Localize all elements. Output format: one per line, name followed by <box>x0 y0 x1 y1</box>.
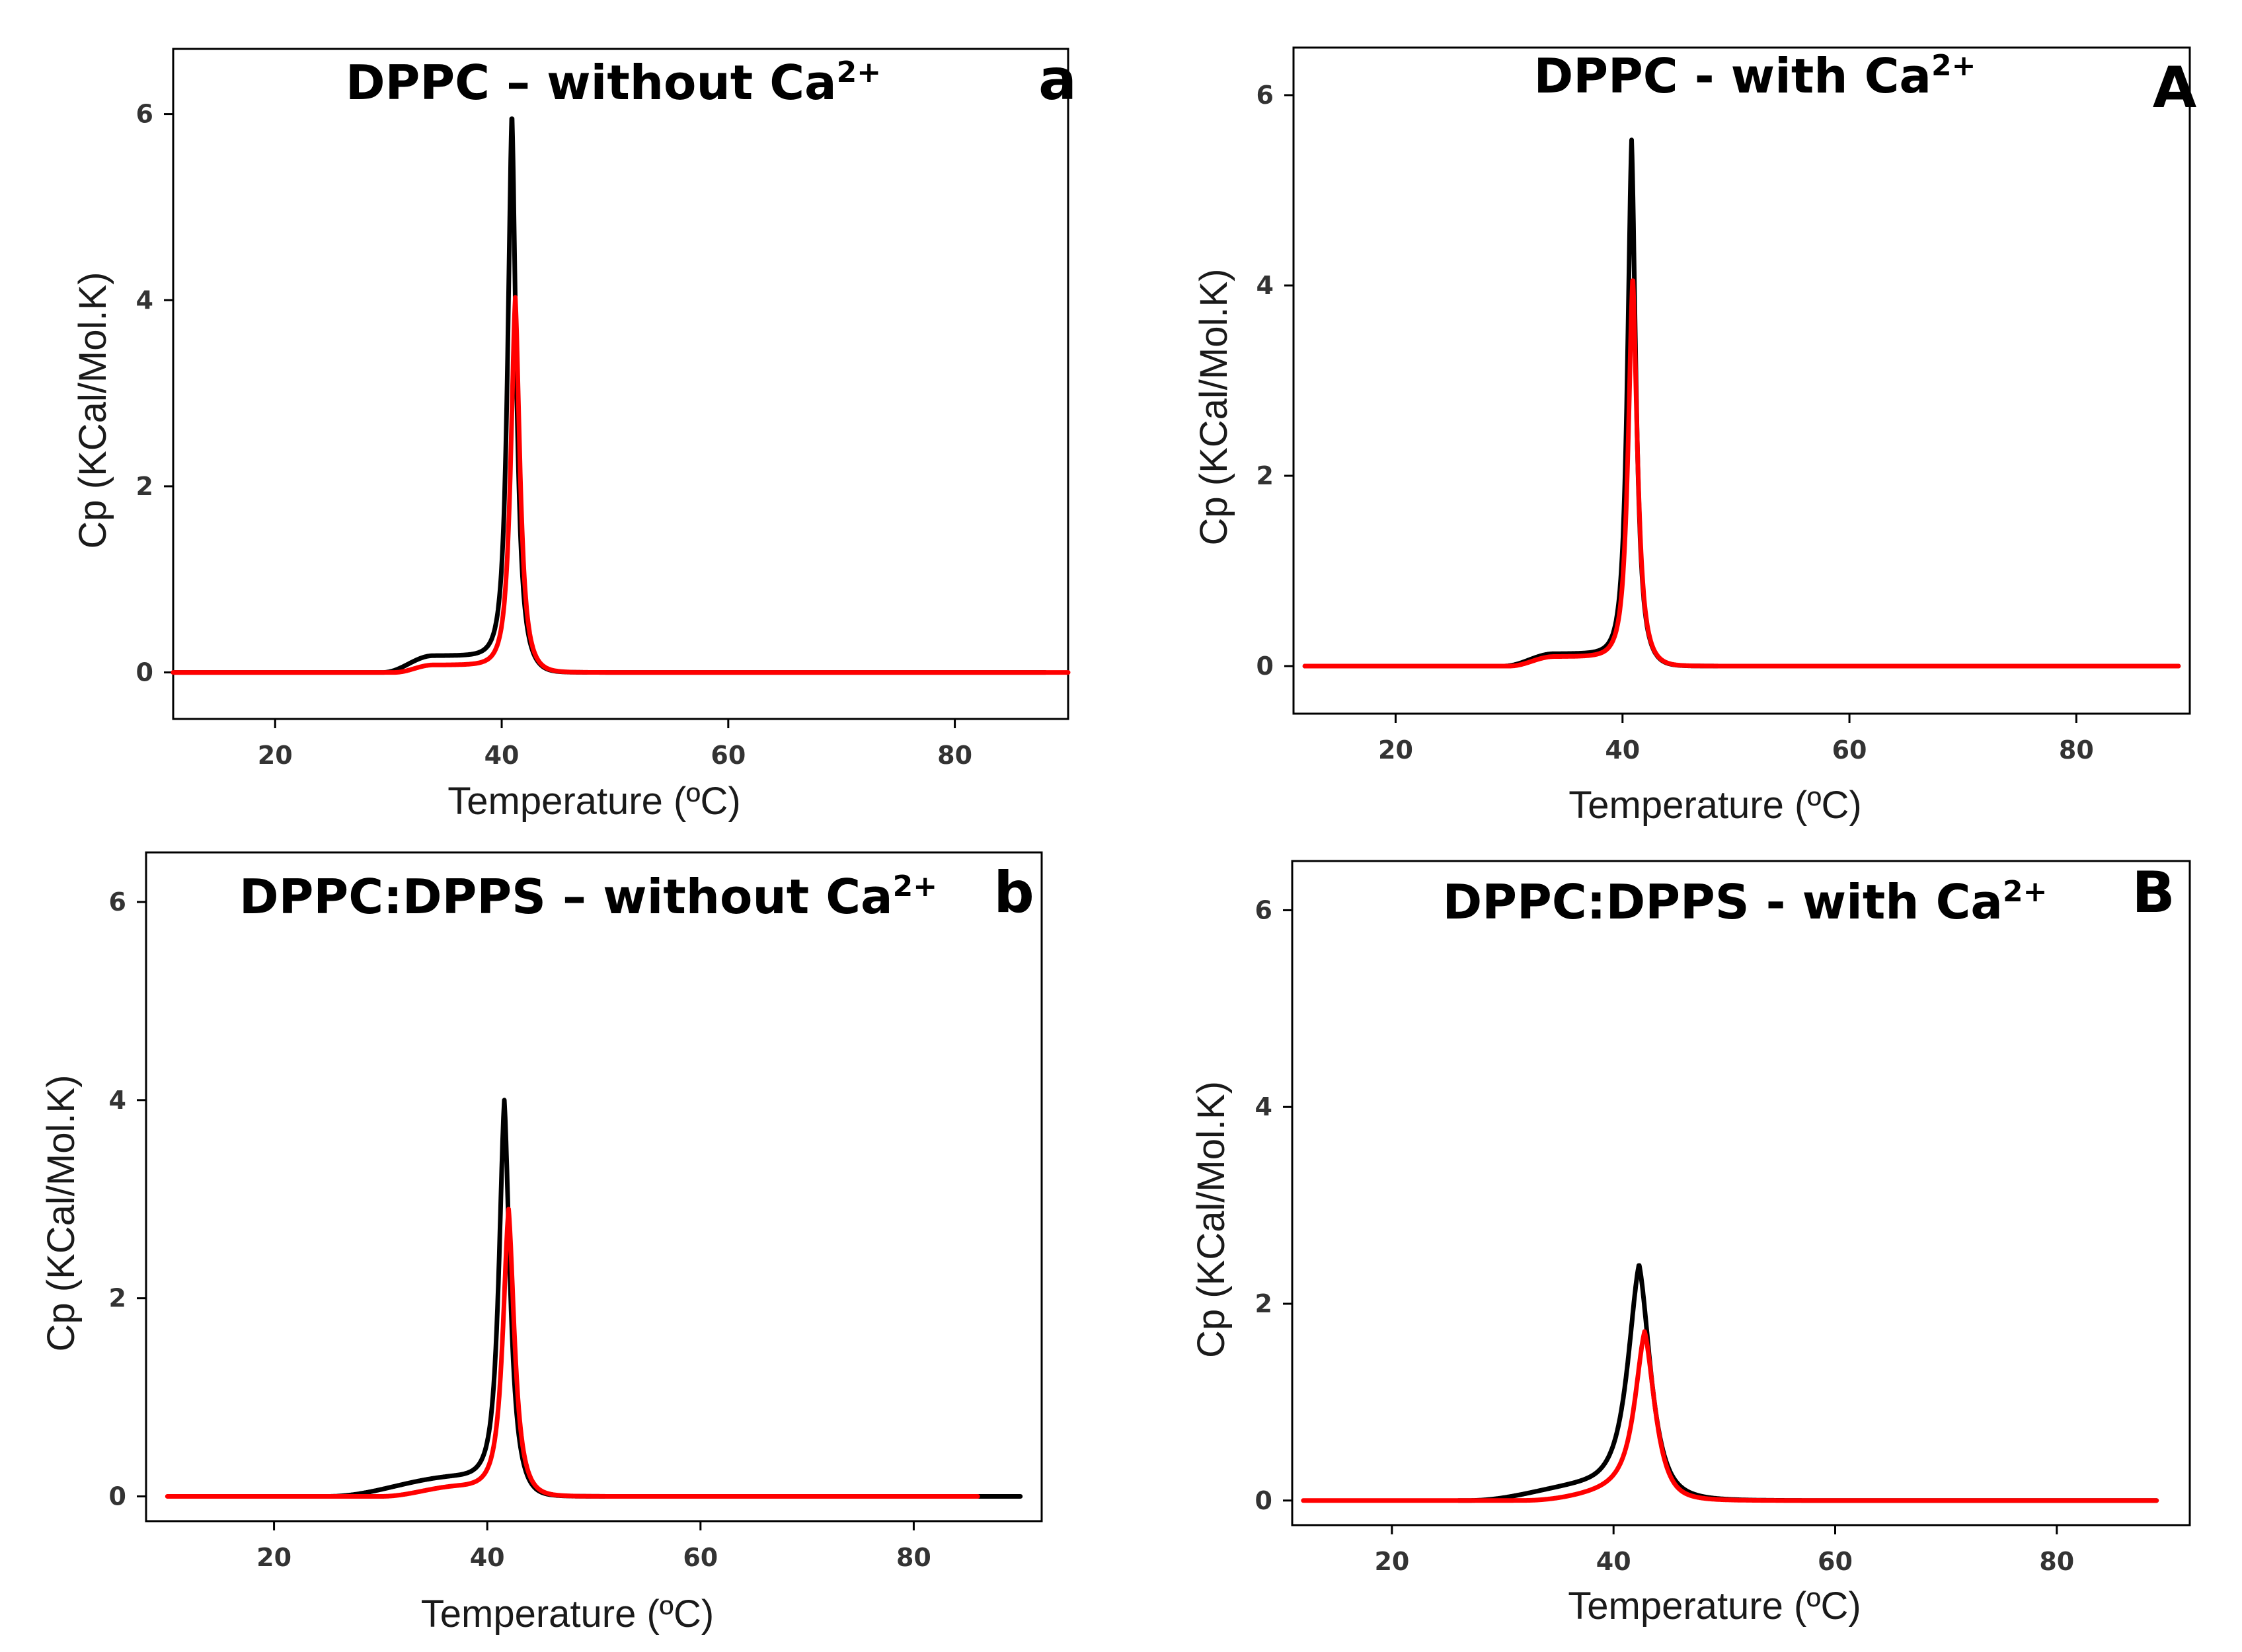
y-tick-label: 0 <box>1255 1486 1272 1515</box>
x-tick-label: 60 <box>1832 735 1867 765</box>
chart-title-superscript: 2+ <box>893 870 937 903</box>
panel-letter: a <box>1038 47 1077 113</box>
chart-title-main: DPPC:DPPS - with Ca <box>1443 874 2003 930</box>
panel-letter: b <box>993 860 1034 926</box>
x-tick-label: 80 <box>2039 1547 2074 1576</box>
y-tick-label: 0 <box>136 658 153 687</box>
x-tick-label: 40 <box>1596 1547 1631 1576</box>
chart-title-superscript: 2+ <box>837 56 881 89</box>
chart-panel-a: 20 40 60 80 0 2 4 6 Temperature (ºC) Cp (KCal/Mol… <box>71 47 1077 823</box>
y-tick-label: 0 <box>1256 652 1274 681</box>
chart-title-main: DPPC – without Ca <box>346 55 837 110</box>
series-line-red <box>165 1207 980 1499</box>
chart-panel-b: 20 40 60 80 0 2 4 6 Temperature (ºC) Cp (KCal/Mol… <box>40 851 1043 1635</box>
plot-frame <box>145 851 1043 1522</box>
chart-title: DPPC:DPPS - with Ca2+ <box>1443 874 2048 930</box>
plot-frame <box>1292 46 2191 715</box>
y-tick-label: 2 <box>1256 461 1274 490</box>
y-tick-label: 4 <box>1255 1092 1272 1121</box>
chart-panel-B: 20 40 60 80 0 2 4 6 Temperature (ºC) Cp (KCal/Mol… <box>1190 860 2191 1628</box>
y-tick-label: 4 <box>109 1086 126 1115</box>
y-tick-label: 6 <box>109 887 126 917</box>
series-line-black <box>1456 1263 2159 1503</box>
plot-frame <box>1291 860 2191 1526</box>
x-tick-label: 60 <box>711 741 746 770</box>
y-axis-label: Cp (KCal/Mol.K) <box>40 1075 83 1352</box>
x-axis-label: Temperature (ºC) <box>447 780 740 823</box>
x-tick-label: 20 <box>258 741 293 770</box>
chart-title-main: DPPC - with Ca <box>1533 48 1931 104</box>
series-line-black <box>293 1098 1023 1499</box>
chart-title-superscript: 2+ <box>2003 875 2047 909</box>
plot-frame <box>172 48 1069 720</box>
x-tick-label: 20 <box>256 1543 291 1572</box>
chart-title: DPPC – without Ca2+ <box>346 55 881 110</box>
y-tick-label: 0 <box>109 1482 126 1511</box>
x-axis-label: Temperature (ºC) <box>1568 784 1861 827</box>
x-tick-label: 60 <box>1818 1547 1853 1576</box>
x-tick-label: 80 <box>896 1543 931 1572</box>
chart-title-main: DPPC:DPPS – without Ca <box>239 869 893 924</box>
chart-title: DPPC - with Ca2+ <box>1533 48 1976 104</box>
y-axis-label: Cp (KCal/Mol.K) <box>1192 269 1235 546</box>
y-tick-label: 2 <box>1255 1289 1272 1318</box>
series-line-red <box>171 295 1071 675</box>
x-tick-label: 40 <box>484 741 520 770</box>
panel-letter: B <box>2132 860 2175 926</box>
x-axis-label: Temperature (ºC) <box>1568 1585 1861 1628</box>
chart-panel-A: 20 40 60 80 0 2 4 6 Temperature (ºC) Cp (KCal/Mol… <box>1192 46 2197 827</box>
panel-letter: A <box>2153 55 2197 121</box>
series-line-black <box>171 116 1048 675</box>
x-tick-label: 40 <box>1605 735 1640 765</box>
series-line-red <box>1302 278 2181 669</box>
y-tick-label: 4 <box>136 285 153 315</box>
y-tick-label: 4 <box>1256 271 1274 300</box>
x-axis-label: Temperature (ºC) <box>421 1593 714 1635</box>
x-tick-label: 20 <box>1378 735 1413 765</box>
x-tick-label: 80 <box>2059 735 2094 765</box>
x-tick-label: 80 <box>937 741 972 770</box>
chart-title: DPPC:DPPS – without Ca2+ <box>239 869 937 924</box>
x-tick-label: 40 <box>470 1543 505 1572</box>
series-line-black <box>1302 137 2181 669</box>
y-axis-label: Cp (KCal/Mol.K) <box>71 272 114 549</box>
chart-title-superscript: 2+ <box>1931 49 1976 83</box>
x-tick-label: 20 <box>1374 1547 1409 1576</box>
y-tick-label: 2 <box>109 1284 126 1313</box>
y-tick-label: 2 <box>136 472 153 501</box>
y-tick-label: 6 <box>1256 81 1274 110</box>
y-axis-label: Cp (KCal/Mol.K) <box>1190 1081 1233 1358</box>
y-tick-label: 6 <box>1255 895 1272 924</box>
y-tick-label: 6 <box>136 100 153 129</box>
series-line-red <box>1301 1329 2159 1503</box>
x-tick-label: 60 <box>683 1543 718 1572</box>
